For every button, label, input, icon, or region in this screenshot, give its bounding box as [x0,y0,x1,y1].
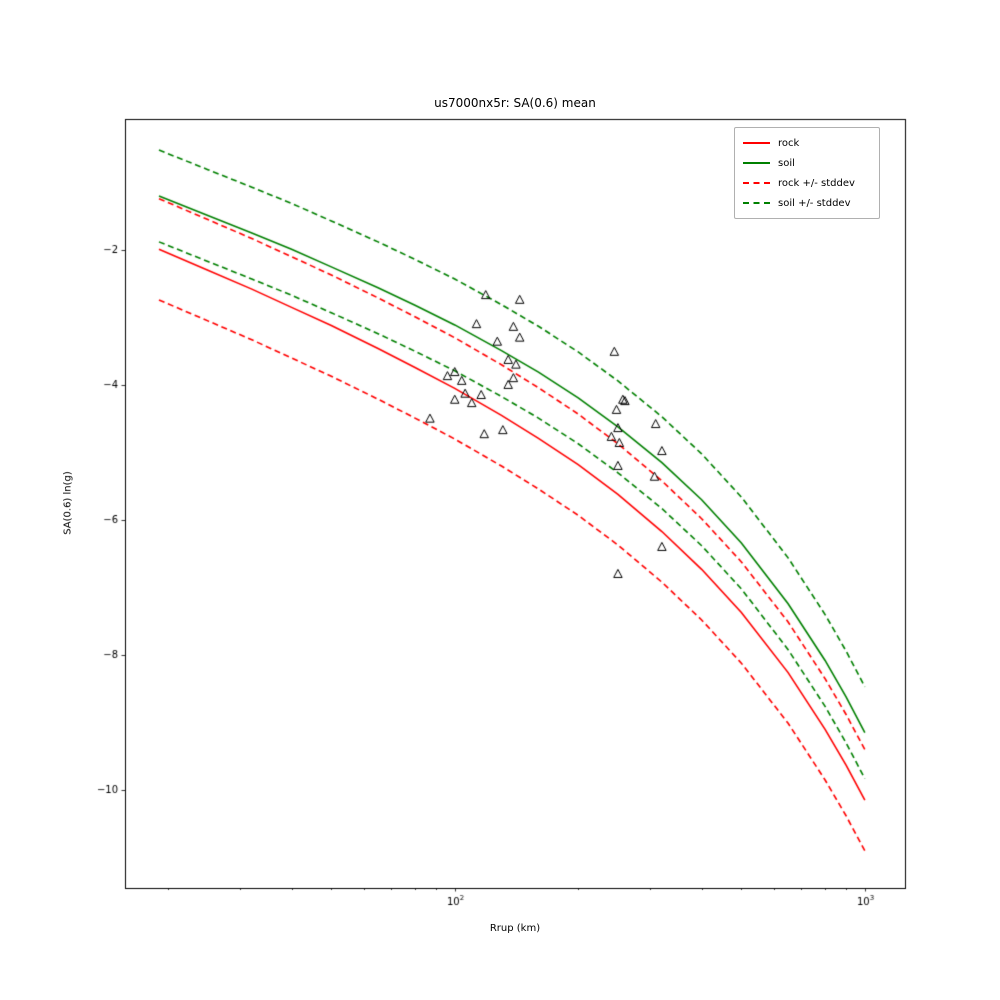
legend-entry-soil: soil [743,153,870,173]
legend-line-sample [743,162,770,164]
legend-label: rock +/- stddev [778,177,855,189]
x-axis-label: Rrup (km) [489,923,541,934]
legend-label: soil +/- stddev [778,197,851,209]
legend-line-sample [743,142,770,144]
legend-entry-rock: rock [743,133,870,153]
legend: rock soil rock +/- stddev soil +/- stddev [734,127,880,219]
legend-entry-rock-stddev: rock +/- stddev [743,173,870,193]
legend-line-sample [743,202,770,204]
y-axis-label: SA(0.6) ln(g) [62,471,74,535]
chart-title: us7000nx5r: SA(0.6) mean [434,96,596,110]
legend-label: rock [778,137,800,149]
legend-label: soil [778,157,795,169]
legend-line-sample [743,182,770,184]
legend-entry-soil-stddev: soil +/- stddev [743,193,870,213]
